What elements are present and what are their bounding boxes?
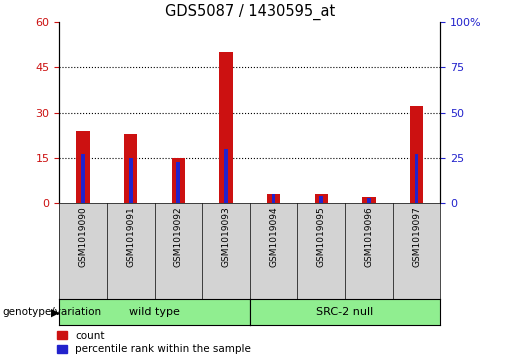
Text: GSM1019094: GSM1019094 <box>269 206 278 267</box>
Title: GDS5087 / 1430595_at: GDS5087 / 1430595_at <box>165 4 335 20</box>
Text: ▶: ▶ <box>52 307 60 317</box>
Bar <box>362 197 375 203</box>
Bar <box>319 196 323 203</box>
Bar <box>81 154 85 203</box>
Text: GSM1019096: GSM1019096 <box>365 206 373 267</box>
Text: genotype/variation: genotype/variation <box>3 307 101 317</box>
Text: GSM1019097: GSM1019097 <box>412 206 421 267</box>
Bar <box>315 194 328 203</box>
Bar <box>415 154 418 203</box>
Text: GSM1019092: GSM1019092 <box>174 206 183 267</box>
Bar <box>272 194 276 203</box>
Bar <box>367 198 371 203</box>
Text: GSM1019091: GSM1019091 <box>126 206 135 267</box>
Text: SRC-2 null: SRC-2 null <box>316 307 374 317</box>
Legend: count, percentile rank within the sample: count, percentile rank within the sample <box>57 331 251 354</box>
Bar <box>177 162 180 203</box>
Text: GSM1019093: GSM1019093 <box>221 206 230 267</box>
Text: wild type: wild type <box>129 307 180 317</box>
Bar <box>124 134 138 203</box>
Bar <box>410 106 423 203</box>
Bar <box>76 131 90 203</box>
Text: GSM1019095: GSM1019095 <box>317 206 325 267</box>
Bar <box>219 52 233 203</box>
Bar <box>267 194 280 203</box>
Bar <box>224 149 228 203</box>
Text: GSM1019090: GSM1019090 <box>79 206 88 267</box>
Bar <box>129 158 132 203</box>
Bar <box>171 158 185 203</box>
